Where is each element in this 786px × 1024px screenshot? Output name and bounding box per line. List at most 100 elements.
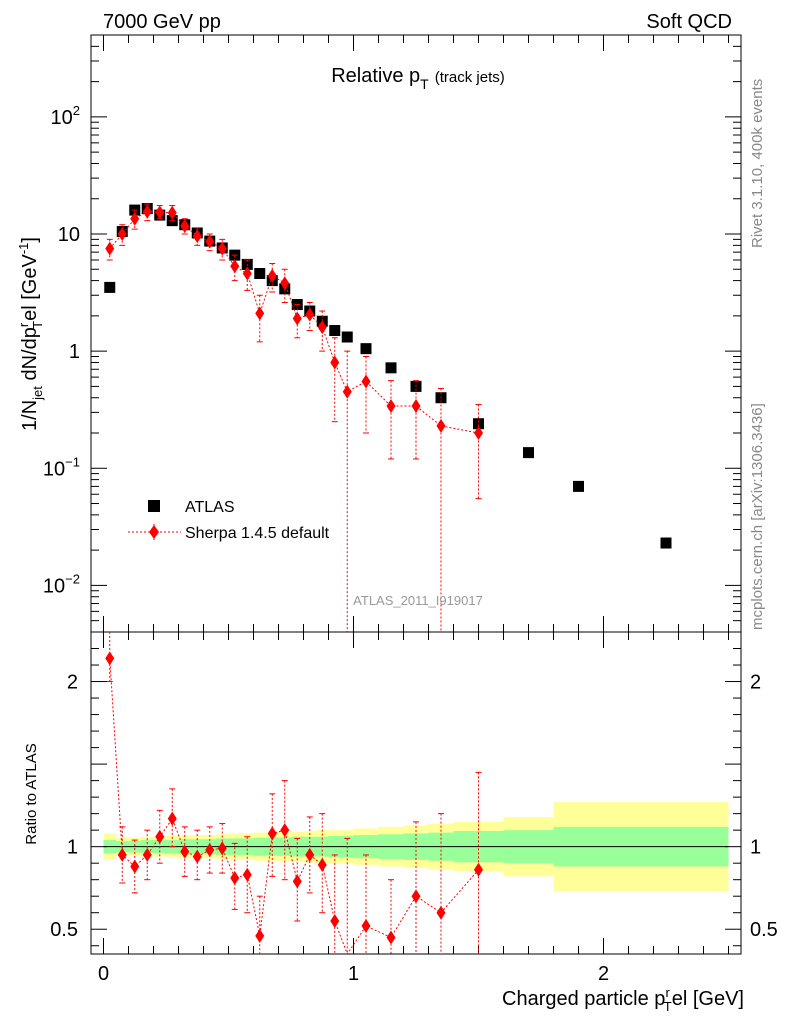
- main-frame: [90, 34, 742, 633]
- ratio-y-tick-label-right: 0.5: [750, 919, 778, 941]
- atlas-point: [254, 268, 266, 280]
- ratio-point: [255, 928, 265, 943]
- ratio-ticks: 0.5 0.5 1 1 2 2 0 1 2: [50, 632, 778, 985]
- sherpa-point: [474, 426, 483, 440]
- ratio-point: [155, 829, 165, 844]
- atlas-point: [660, 537, 672, 549]
- atlas-point: [329, 325, 341, 337]
- ratio-point: [105, 651, 115, 666]
- ratio-y-tick-label-right: 1: [750, 837, 761, 859]
- main-series: [104, 203, 672, 632]
- main-y-tick-label: 1: [69, 341, 80, 363]
- main-y-tick-label: 10−1: [43, 454, 80, 480]
- atlas-point: [341, 331, 353, 343]
- x-tick-label: 2: [598, 963, 609, 985]
- sherpa-point: [255, 306, 265, 321]
- x-tick-label: 1: [348, 963, 359, 985]
- header-left: 7000 GeV pp: [103, 11, 221, 33]
- sherpa-point: [217, 241, 227, 256]
- header-right: Soft QCD: [646, 11, 732, 33]
- legend-label-sherpa: Sherpa 1.4.5 default: [185, 525, 330, 542]
- main-panel: 102 10 1 10−1 10−2 Relative pT (track jets) A…: [16, 34, 742, 633]
- ratio-y-tick-label: 0.5: [50, 919, 78, 941]
- atlas-point: [473, 418, 484, 430]
- sherpa-point: [361, 374, 371, 389]
- main-y-tick-label: 102: [51, 103, 80, 129]
- legend: ATLAS Sherpa 1.4.5 default: [128, 499, 330, 542]
- legend-label-atlas: ATLAS: [185, 499, 235, 516]
- title-main: Relative p: [331, 65, 420, 87]
- main-y-tick-label: 10−2: [43, 571, 80, 597]
- ratio-point: [180, 844, 190, 859]
- ratio-y-tick-label: 1: [67, 837, 78, 859]
- sherpa-point: [130, 211, 140, 226]
- sherpa-point: [230, 259, 240, 274]
- ratio-point: [305, 847, 315, 862]
- ratio-point: [280, 823, 290, 838]
- sherpa-point: [180, 219, 190, 234]
- ratio-point: [361, 918, 371, 933]
- ratio-y-axis-title: Ratio to ATLAS: [23, 743, 40, 844]
- sherpa-point: [386, 399, 396, 414]
- ratio-point: [130, 859, 140, 874]
- sherpa-line: [109, 211, 479, 434]
- ratio-point: [411, 889, 421, 904]
- ratio-point: [267, 826, 277, 841]
- sherpa-point: [105, 241, 115, 256]
- rivet-label: Rivet 3.1.10, 400k events: [749, 79, 766, 248]
- ratio-line: [109, 658, 479, 956]
- sherpa-point: [167, 205, 177, 220]
- main-ticks: 102 10 1 10−1 10−2: [43, 34, 741, 633]
- ratio-point: [142, 847, 152, 862]
- sherpa-point: [317, 320, 327, 335]
- ratio-point: [217, 841, 227, 856]
- atlas-point: [385, 362, 397, 374]
- ratio-point: [192, 849, 202, 864]
- sherpa-point: [142, 204, 152, 219]
- main-title: Relative pT (track jets): [331, 65, 505, 92]
- ratio-y-tick-label-right: 2: [750, 672, 761, 694]
- sherpa-point: [205, 234, 215, 249]
- x-tick-label: 0: [98, 963, 109, 985]
- atlas-point: [104, 281, 116, 293]
- sherpa-point: [155, 205, 165, 220]
- sherpa-point: [242, 266, 252, 281]
- sherpa-point: [330, 355, 340, 370]
- legend-marker-atlas: [148, 500, 160, 512]
- atlas-point: [573, 480, 584, 492]
- ratio-point: [205, 842, 215, 857]
- ratio-y-tick-label: 2: [67, 672, 78, 694]
- analysis-watermark: ATLAS_2011_I919017: [353, 593, 483, 608]
- sherpa-point: [436, 418, 446, 433]
- sherpa-point: [411, 399, 421, 414]
- ratio-point: [386, 930, 396, 945]
- ratio-point: [330, 913, 340, 928]
- sherpa-point: [342, 384, 352, 399]
- ratio-series: [105, 632, 483, 956]
- main-y-tick-label: 10: [58, 224, 80, 246]
- ratio-point: [230, 871, 240, 886]
- ratio-point: [117, 847, 127, 862]
- ratio-point: [167, 811, 177, 826]
- ratio-panel: 0.5 0.5 1 1 2 2 0 1 2 Ratio to ATLAS Charged par…: [23, 631, 778, 1014]
- ratio-point: [474, 862, 483, 877]
- legend-marker-sherpa: [149, 525, 159, 539]
- title-sub: T: [420, 76, 429, 92]
- ratio-point: [436, 905, 446, 920]
- sherpa-point: [267, 268, 277, 283]
- main-y-axis-title: 1/Njet dN/dprTel [GeV-1]: [16, 237, 45, 431]
- sherpa-point: [192, 229, 202, 244]
- sherpa-point: [117, 227, 127, 241]
- x-axis-title: Charged particle pr Tel [GeV]: [502, 985, 744, 1014]
- ratio-point: [242, 867, 252, 882]
- title-suffix: (track jets): [435, 69, 505, 86]
- atlas-point: [360, 343, 372, 355]
- sherpa-point: [280, 276, 290, 291]
- mcplots-label: mcplots.cern.ch [arXiv:1306.3436]: [749, 403, 766, 630]
- ratio-point: [292, 874, 302, 889]
- sherpa-point: [292, 311, 302, 326]
- sherpa-point: [305, 307, 315, 322]
- atlas-point: [523, 447, 534, 459]
- ratio-frame: [90, 631, 742, 955]
